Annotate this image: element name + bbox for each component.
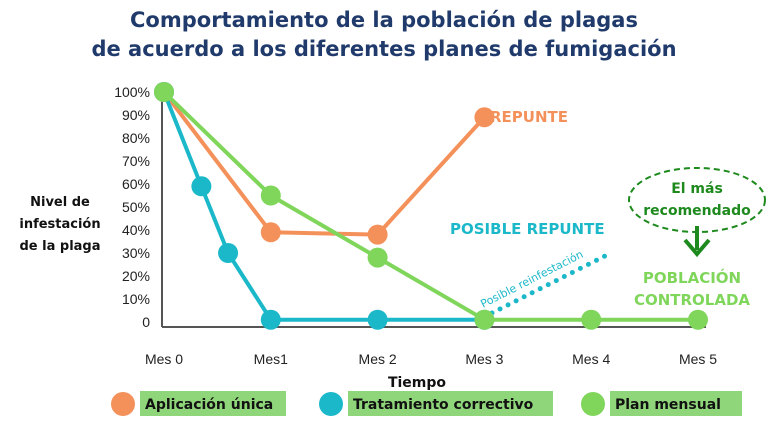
data-point-tratamiento-correctivo [191,176,212,197]
legend-label-plan-mensual: Plan mensual [615,397,721,413]
data-point-plan-mensual [474,309,495,330]
recommended-callout: El más recomendado [628,167,766,258]
y-ticks: 100% 90% 80% 70% 60% 50% 40% 30% 20% 10% 0 [114,84,150,330]
chart-title-line-2: de acuerdo a los diferentes planes de fu… [91,37,676,61]
controlada-annotation-line-2: CONTROLADA [634,291,750,309]
series-group [154,82,708,330]
series-aplicacion-unica [154,82,495,245]
y-axis-label-line-2: infestación [19,217,100,232]
y-tick-label: 20% [122,268,150,284]
data-point-plan-mensual [367,247,388,268]
x-tick-label: Mes 2 [359,351,397,367]
data-point-plan-mensual [154,82,174,102]
legend-item-tratamiento-correctivo: Tratamiento correctivo [319,391,553,416]
recommended-text-line-1: El más [671,181,723,197]
y-tick-label: 0 [142,314,150,330]
y-tick-label: 50% [122,199,150,215]
legend: Aplicación única Tratamiento correctivo … [111,391,742,416]
x-tick-label: Mes 5 [679,351,717,367]
legend-label-aplicacion-unica: Aplicación única [145,397,273,413]
x-ticks: Mes 0 Mes1 Mes 2 Mes 3 Mes 4 Mes 5 [145,351,717,367]
series-tratamiento-correctivo [154,82,495,330]
legend-label-box-aplicacion-unica [140,391,286,416]
y-tick-label: 70% [122,153,150,169]
data-point-tratamiento-correctivo [218,243,239,263]
series-line-plan-mensual [162,90,698,322]
recommended-dashed-ellipse [628,167,766,233]
axes [161,84,706,328]
legend-swatch-aplicacion-unica [111,392,135,416]
y-axis-label-line-1: Nivel de [30,195,90,210]
reinfestation-annotation: Posible reinfestación [478,248,608,316]
legend-label-box-tratamiento-correctivo [348,391,553,416]
y-tick-label: 10% [122,291,150,307]
y-tick-label: 60% [122,176,150,192]
data-point-tratamiento-correctivo [367,309,388,330]
data-point-aplicacion-unica [260,222,281,243]
y-axis-label: Nivel de infestación de la plaga [19,195,100,254]
series-line-aplicacion-unica [162,90,486,237]
repunte-annotation: REPUNTE [490,108,568,126]
data-point-aplicacion-unica [367,224,388,245]
x-tick-label: Mes 3 [465,351,503,367]
legend-label-box-plan-mensual [610,391,742,416]
y-tick-label: 100% [114,84,150,100]
reinfestation-dotted-line [489,253,608,316]
y-tick-label: 80% [122,130,150,146]
y-tick-label: 30% [122,245,150,261]
data-point-plan-mensual [581,309,602,330]
series-plan-mensual [154,82,708,330]
legend-label-tratamiento-correctivo: Tratamiento correctivo [353,397,534,413]
chart-title-line-1: Comportamiento de la población de plagas [130,8,638,32]
x-axis-label: Tiempo [388,375,446,391]
legend-swatch-tratamiento-correctivo [319,392,343,416]
recommended-text-line-2: recomendado [643,203,751,219]
data-point-plan-mensual [688,309,708,330]
data-point-tratamiento-correctivo [260,309,281,330]
down-arrow-icon [683,226,711,258]
posible-repunte-annotation: POSIBLE REPUNTE [450,220,605,238]
y-tick-label: 40% [122,222,150,238]
reinfestation-label: Posible reinfestación [478,248,585,311]
y-axis-label-line-3: de la plaga [19,239,100,254]
data-point-plan-mensual [260,185,281,206]
x-tick-label: Mes 0 [145,351,183,367]
data-point-aplicacion-unica [474,107,495,128]
controlada-annotation-line-1: POBLACIÓN [643,268,741,287]
legend-swatch-plan-mensual [581,392,605,416]
legend-item-plan-mensual: Plan mensual [581,391,742,416]
series-line-tratamiento-correctivo [162,91,485,322]
x-tick-label: Mes1 [254,351,288,367]
legend-item-aplicacion-unica: Aplicación única [111,391,286,416]
x-tick-label: Mes 4 [572,351,610,367]
y-tick-label: 90% [122,107,150,123]
